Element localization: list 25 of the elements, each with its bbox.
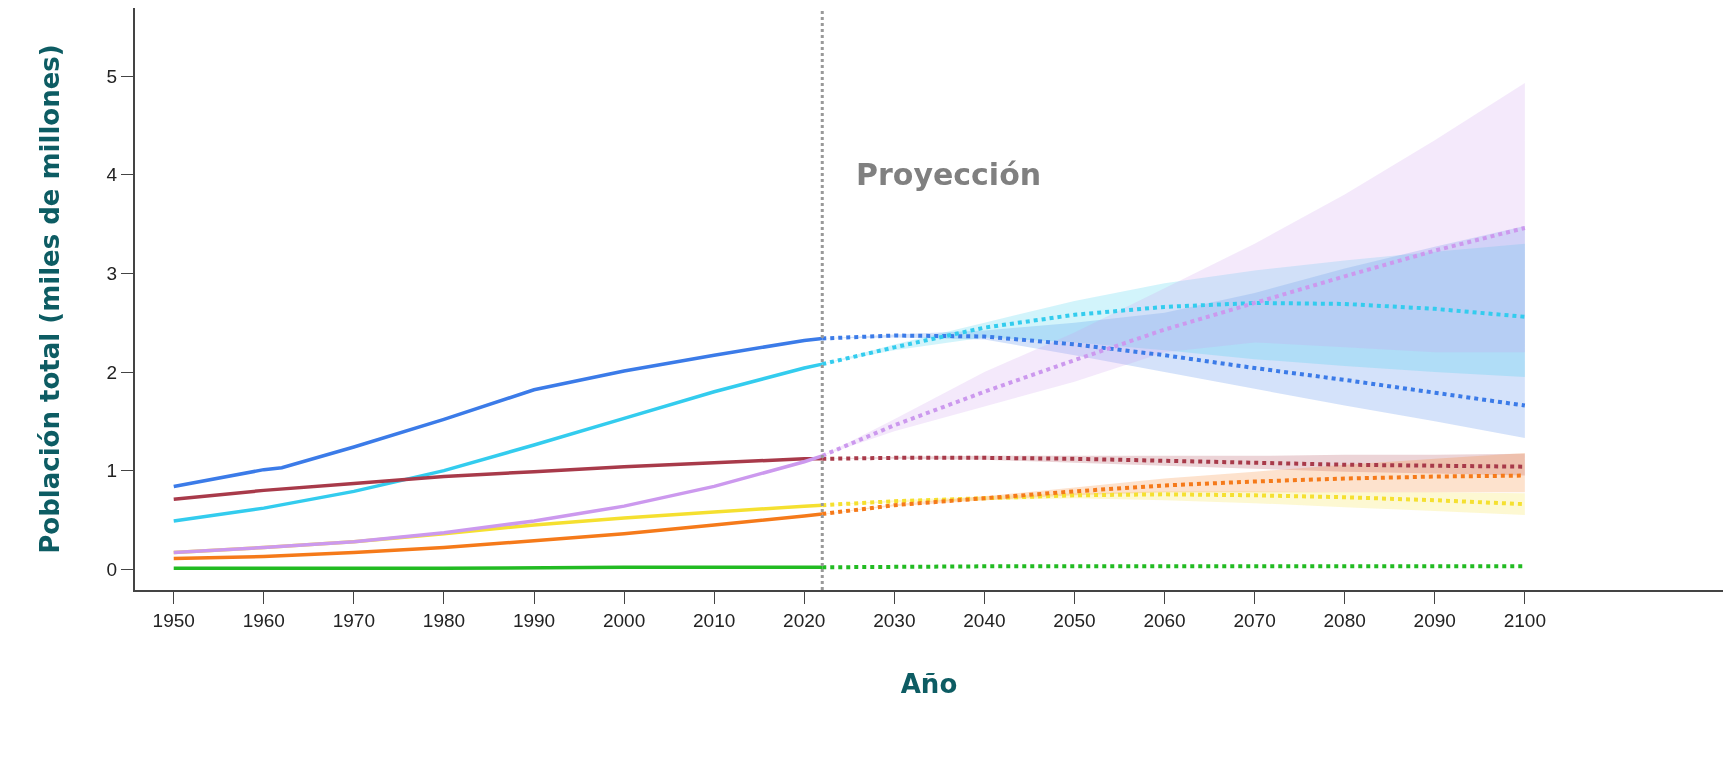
x-tick-label: 2040 [963,609,1006,631]
y-tick-label: 5 [106,65,118,87]
x-tick-label: 1950 [152,609,195,631]
x-tick-label: 2000 [602,609,646,631]
x-tick-label: 2020 [783,609,826,631]
y-axis-title: Población total (miles de millones) [34,44,65,554]
y-tick-label: 1 [106,460,118,482]
x-tick-label: 2010 [693,609,736,631]
x-tick-label: 1970 [332,609,376,631]
x-tick-label: 2080 [1323,609,1366,631]
ref-line-label: Proyección [856,157,1042,192]
x-tick-label: 1960 [242,609,285,631]
x-tick-label: 2100 [1503,609,1546,631]
x-tick-label: 1990 [512,609,556,631]
x-tick-label: 2070 [1233,609,1276,631]
y-tick-label: 4 [106,164,118,186]
x-tick-label: 2060 [1143,609,1186,631]
x-tick-label: 2050 [1053,609,1096,631]
y-tick-label: 2 [106,361,118,383]
y-tick-label: 3 [106,263,118,284]
x-axis-title: Año [900,669,958,699]
y-tick-label: 0 [106,558,118,580]
x-tick-label: 2090 [1413,609,1456,631]
x-tick-label: 1980 [422,609,466,631]
x-tick-label: 2030 [873,609,916,631]
